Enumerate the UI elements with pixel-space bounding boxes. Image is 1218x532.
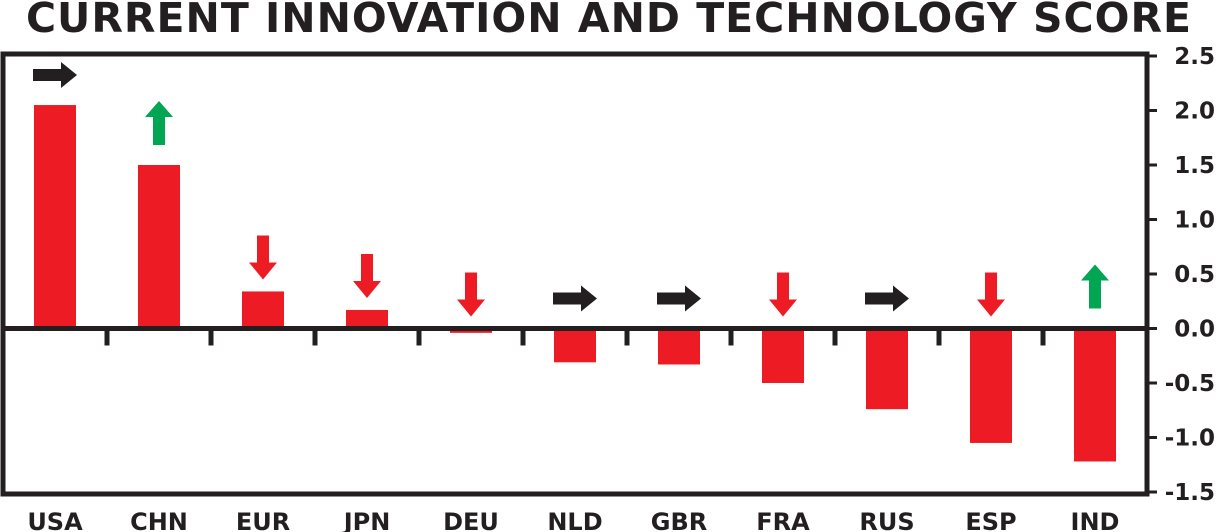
x-label-fra: FRA bbox=[756, 508, 810, 532]
y-tick-label: -1.5 bbox=[1165, 480, 1215, 506]
arrow-right-icon bbox=[657, 285, 701, 312]
bar-gbr bbox=[658, 328, 700, 365]
x-label-nld: NLD bbox=[547, 508, 602, 532]
bar-fra bbox=[762, 328, 804, 383]
x-label-rus: RUS bbox=[859, 508, 914, 532]
y-tick-label: 0.5 bbox=[1174, 262, 1215, 288]
y-tick-label: 1.5 bbox=[1174, 153, 1215, 179]
x-label-jpn: JPN bbox=[342, 508, 391, 532]
y-tick-label: -0.5 bbox=[1165, 371, 1215, 397]
x-axis-labels: USA CHN EUR JPN DEU NLD GBR FRA RUS ESP IND bbox=[27, 508, 1119, 532]
x-label-esp: ESP bbox=[965, 508, 1016, 532]
arrow-right-icon bbox=[865, 285, 909, 312]
y-tick-label: 0.0 bbox=[1174, 317, 1215, 343]
x-label-gbr: GBR bbox=[651, 508, 707, 532]
bar-chn bbox=[138, 165, 180, 329]
y-tick-label: -1.0 bbox=[1165, 426, 1215, 452]
bar-ind bbox=[1074, 328, 1116, 462]
bars-layer bbox=[34, 105, 1116, 462]
trend-arrows-layer bbox=[33, 62, 1109, 317]
y-axis: 2.5 2.0 1.5 1.0 0.5 0.0 -0.5 -1.0 -1.5 bbox=[1147, 44, 1215, 506]
chart-title: CURRENT INNOVATION AND TECHNOLOGY SCORE bbox=[25, 0, 1193, 42]
arrow-up-icon bbox=[145, 101, 173, 145]
arrow-down-icon bbox=[249, 235, 277, 280]
arrow-down-icon bbox=[977, 272, 1005, 317]
x-ticks-layer bbox=[104, 328, 1046, 346]
arrow-up-icon bbox=[1081, 264, 1109, 309]
x-label-ind: IND bbox=[1071, 508, 1120, 532]
x-label-chn: CHN bbox=[130, 508, 188, 532]
y-tick-label: 1.0 bbox=[1174, 208, 1215, 234]
arrow-right-icon bbox=[33, 62, 77, 89]
y-tick-label: 2.0 bbox=[1174, 99, 1215, 125]
bar-rus bbox=[866, 328, 908, 410]
bar-jpn bbox=[346, 309, 388, 329]
arrow-down-icon bbox=[457, 272, 485, 317]
x-label-deu: DEU bbox=[443, 508, 499, 532]
arrow-down-icon bbox=[353, 253, 381, 298]
bar-eur bbox=[242, 291, 284, 329]
y-tick-label: 2.5 bbox=[1174, 44, 1215, 70]
bar-nld bbox=[554, 328, 596, 363]
arrow-down-icon bbox=[769, 272, 797, 317]
arrow-right-icon bbox=[553, 285, 597, 312]
x-label-eur: EUR bbox=[236, 508, 290, 532]
x-label-usa: USA bbox=[27, 508, 83, 532]
bar-esp bbox=[970, 328, 1012, 443]
bar-usa bbox=[34, 105, 76, 329]
